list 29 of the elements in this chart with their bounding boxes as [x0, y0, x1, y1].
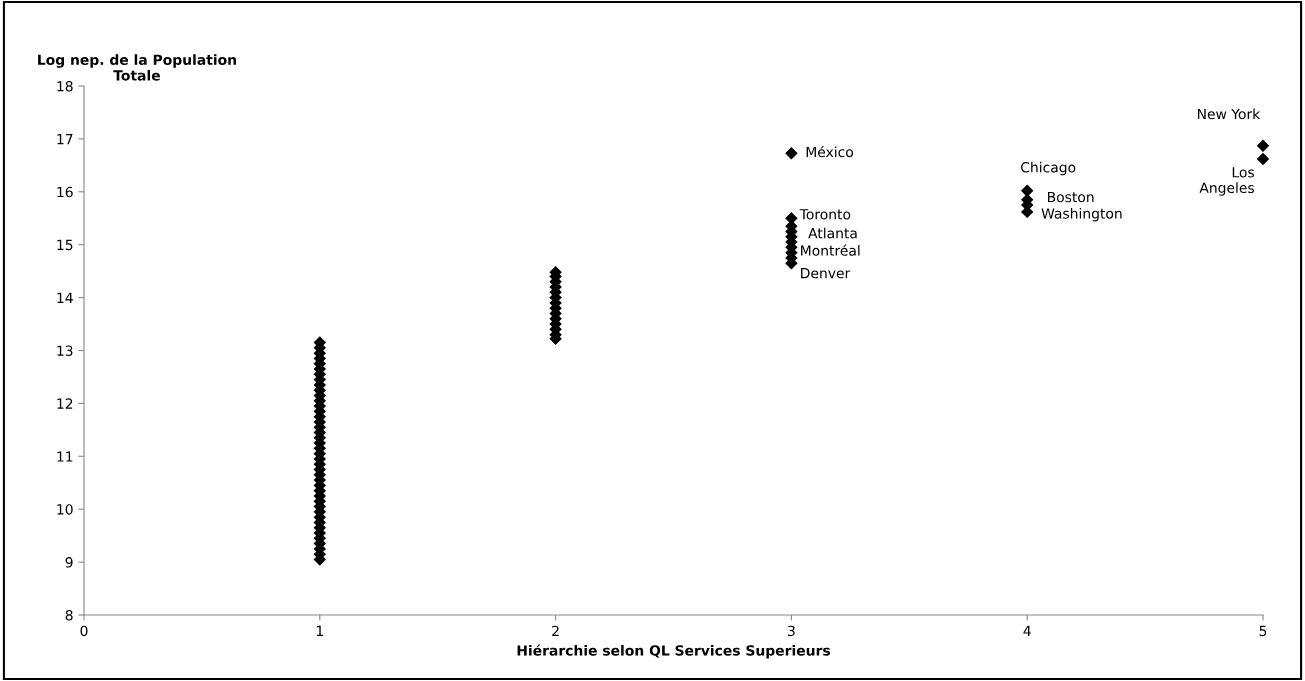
annotation: Los Angeles: [1199, 167, 1254, 196]
y-tick-label: 12: [57, 398, 73, 409]
y-tick-label: 8: [65, 609, 73, 621]
x-tick-label: 4: [1023, 625, 1031, 636]
x-tick-label: 3: [788, 625, 795, 637]
y-tick-label: 14: [57, 292, 73, 303]
x-tick-label: 1: [316, 625, 323, 636]
annotation: México: [806, 145, 854, 158]
y-tick-label: 17: [57, 134, 73, 145]
annotation: Washington: [1041, 207, 1122, 222]
x-axis-title: Hiérarchie selon QL Services Superieurs: [517, 644, 831, 659]
annotation: Boston: [1048, 191, 1094, 203]
y-tick-label: 18: [57, 80, 73, 92]
annotation: Chicago: [1021, 161, 1076, 176]
y-tick-label: 11: [57, 451, 73, 462]
annotation: Montréal: [801, 244, 860, 256]
y-tick-label: 10: [57, 504, 73, 515]
x-tick-label: 0: [80, 625, 88, 637]
y-axis-title: Log nep. de la Population Totale: [38, 54, 236, 81]
x-tick-label: 5: [1259, 625, 1267, 637]
annotation: Toronto: [799, 209, 851, 220]
x-tick-label: 2: [552, 625, 559, 636]
y-tick-label: 16: [57, 186, 73, 198]
annotation: Atlanta: [808, 227, 857, 239]
y-tick-label: 9: [65, 557, 73, 568]
annotation: Denver: [801, 268, 851, 279]
y-tick-label: 15: [57, 239, 73, 251]
y-tick-label: 13: [57, 345, 73, 356]
annotation: New York: [1197, 108, 1261, 120]
